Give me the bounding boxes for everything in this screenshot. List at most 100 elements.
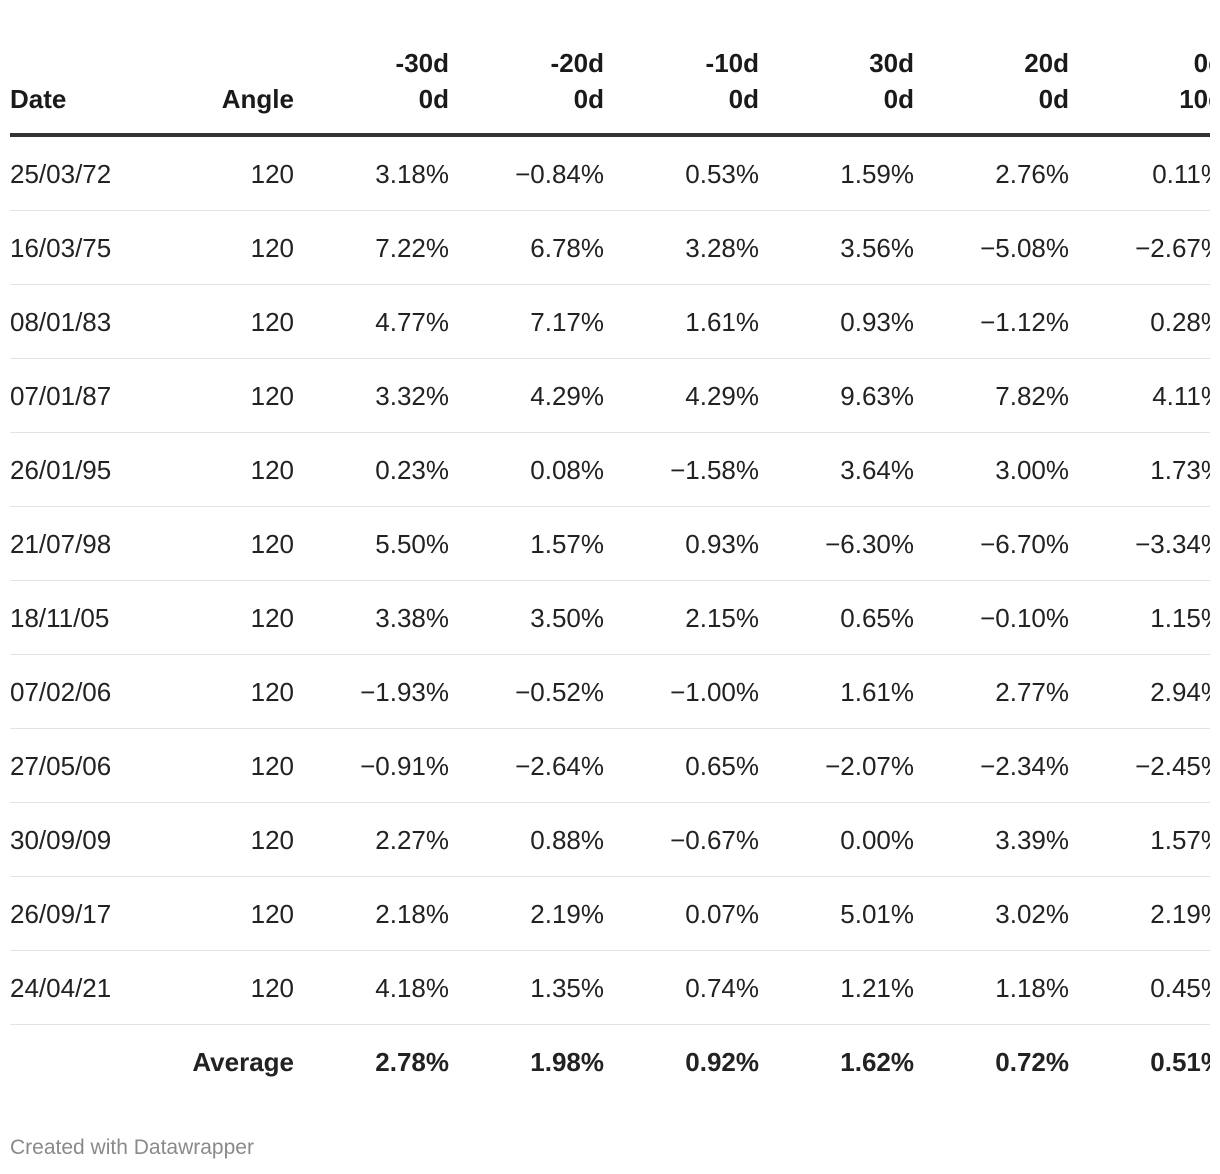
table-cell: 0.45% [1150, 973, 1210, 1003]
table-cell: 120 [250, 233, 294, 263]
table-cell: 0.07% [685, 899, 759, 929]
table-cell: 2.18% [375, 899, 449, 929]
table-cell: −2.34% [980, 751, 1069, 781]
average-value: 0.72% [995, 1047, 1069, 1077]
row-rule [10, 728, 1210, 729]
table-cell: −2.67% [1135, 233, 1210, 263]
table-cell: 25/03/72 [10, 159, 112, 189]
table-cell: 08/01/83 [10, 307, 112, 337]
table-cell: 26/01/95 [10, 455, 112, 485]
row-rule [10, 654, 1210, 655]
row-rule [10, 284, 1210, 285]
table-cell: 0.93% [685, 529, 759, 559]
table-cell: 0.11% [1152, 159, 1210, 189]
table-cell: 120 [250, 529, 294, 559]
column-header: 0d [728, 84, 759, 114]
table-cell: −3.34% [1135, 529, 1210, 559]
table-cell: 3.00% [995, 455, 1069, 485]
table-cell: 4.11% [1152, 381, 1210, 411]
table-cell: 0.00% [840, 825, 914, 855]
table-cell: 0.28% [1150, 307, 1210, 337]
table-cell: 0.74% [685, 973, 759, 1003]
table-cell: 07/02/06 [10, 677, 112, 707]
table-cell: 1.61% [685, 307, 759, 337]
table-cell: 07/01/87 [10, 381, 112, 411]
table-cell: 3.32% [375, 381, 449, 411]
table-cell: 0.65% [685, 751, 759, 781]
table-cell: 27/05/06 [10, 751, 112, 781]
column-header: Angle [221, 84, 294, 114]
table-cell: 1.73% [1150, 455, 1210, 485]
table-cell: 7.17% [530, 307, 604, 337]
table-cell: 120 [250, 825, 294, 855]
row-rule [10, 1024, 1210, 1025]
table-cell: −0.10% [980, 603, 1069, 633]
table-cell: 2.76% [995, 159, 1069, 189]
table-cell: 2.19% [1150, 899, 1210, 929]
table-cell: −6.30% [825, 529, 914, 559]
table-cell: 3.02% [995, 899, 1069, 929]
table-cell: −2.07% [825, 751, 914, 781]
row-rule [10, 876, 1210, 877]
row-rule [10, 802, 1210, 803]
table-cell: 1.18% [995, 973, 1069, 1003]
table-cell: 4.77% [375, 307, 449, 337]
column-header: Date [10, 84, 67, 114]
row-rule [10, 432, 1210, 433]
table-cell: −1.58% [670, 455, 759, 485]
row-rule [10, 210, 1210, 211]
table: Date Angle -30d 0d -20d 0d -10d 0d 30d 0d 20d 0d 0d 1… [10, 48, 1210, 1077]
table-cell: 5.01% [840, 899, 914, 929]
table-cell: 6.78% [530, 233, 604, 263]
column-header: 10d [1179, 84, 1210, 114]
average-value: 1.62% [840, 1047, 914, 1077]
table-cell: 1.35% [530, 973, 604, 1003]
table-cell: 3.64% [840, 455, 914, 485]
table-cell: 3.38% [375, 603, 449, 633]
table-cell: 4.18% [375, 973, 449, 1003]
table-cell: 2.27% [375, 825, 449, 855]
row-rule [10, 950, 1210, 951]
table-cell: −0.52% [515, 677, 604, 707]
row-rule [10, 506, 1210, 507]
table-cell: 21/07/98 [10, 529, 112, 559]
table-cell: 120 [250, 899, 294, 929]
average-value: 0.92% [685, 1047, 759, 1077]
column-header: -10d [705, 48, 759, 78]
table-cell: 7.82% [995, 381, 1069, 411]
average-label: Average [192, 1047, 294, 1077]
table-cell: 4.29% [685, 381, 759, 411]
table-cell: 1.15% [1150, 603, 1210, 633]
table-cell: 3.56% [840, 233, 914, 263]
table-cell: 120 [250, 455, 294, 485]
table-cell: 0.65% [840, 603, 914, 633]
table-cell: −1.12% [980, 307, 1069, 337]
table-cell: 0.08% [530, 455, 604, 485]
table-cell: 16/03/75 [10, 233, 112, 263]
table-cell: 3.18% [375, 159, 449, 189]
table-cell: 1.59% [840, 159, 914, 189]
table-cell: 0.88% [530, 825, 604, 855]
row-rule [10, 580, 1210, 581]
column-header: -30d [395, 48, 449, 78]
average-value: 1.98% [530, 1047, 604, 1077]
table-cell: 18/11/05 [10, 603, 110, 633]
column-header: 30d [869, 48, 914, 78]
table-cell: 7.22% [375, 233, 449, 263]
table-cell: 3.28% [685, 233, 759, 263]
table-cell: 3.39% [995, 825, 1069, 855]
column-header: 20d [1024, 48, 1069, 78]
table-cell: 0.93% [840, 307, 914, 337]
table-cell: −1.00% [670, 677, 759, 707]
header-rule [10, 133, 1210, 137]
table-cell: −0.84% [515, 159, 604, 189]
column-header: 0d [1038, 84, 1069, 114]
table-cell: 0.23% [375, 455, 449, 485]
table-cell: 120 [250, 973, 294, 1003]
table-cell: 2.94% [1150, 677, 1210, 707]
table-cell: 2.77% [995, 677, 1069, 707]
table-cell: 120 [250, 381, 294, 411]
table-cell: 3.50% [530, 603, 604, 633]
average-value: 0.51% [1150, 1047, 1210, 1077]
table-cell: 4.29% [530, 381, 604, 411]
